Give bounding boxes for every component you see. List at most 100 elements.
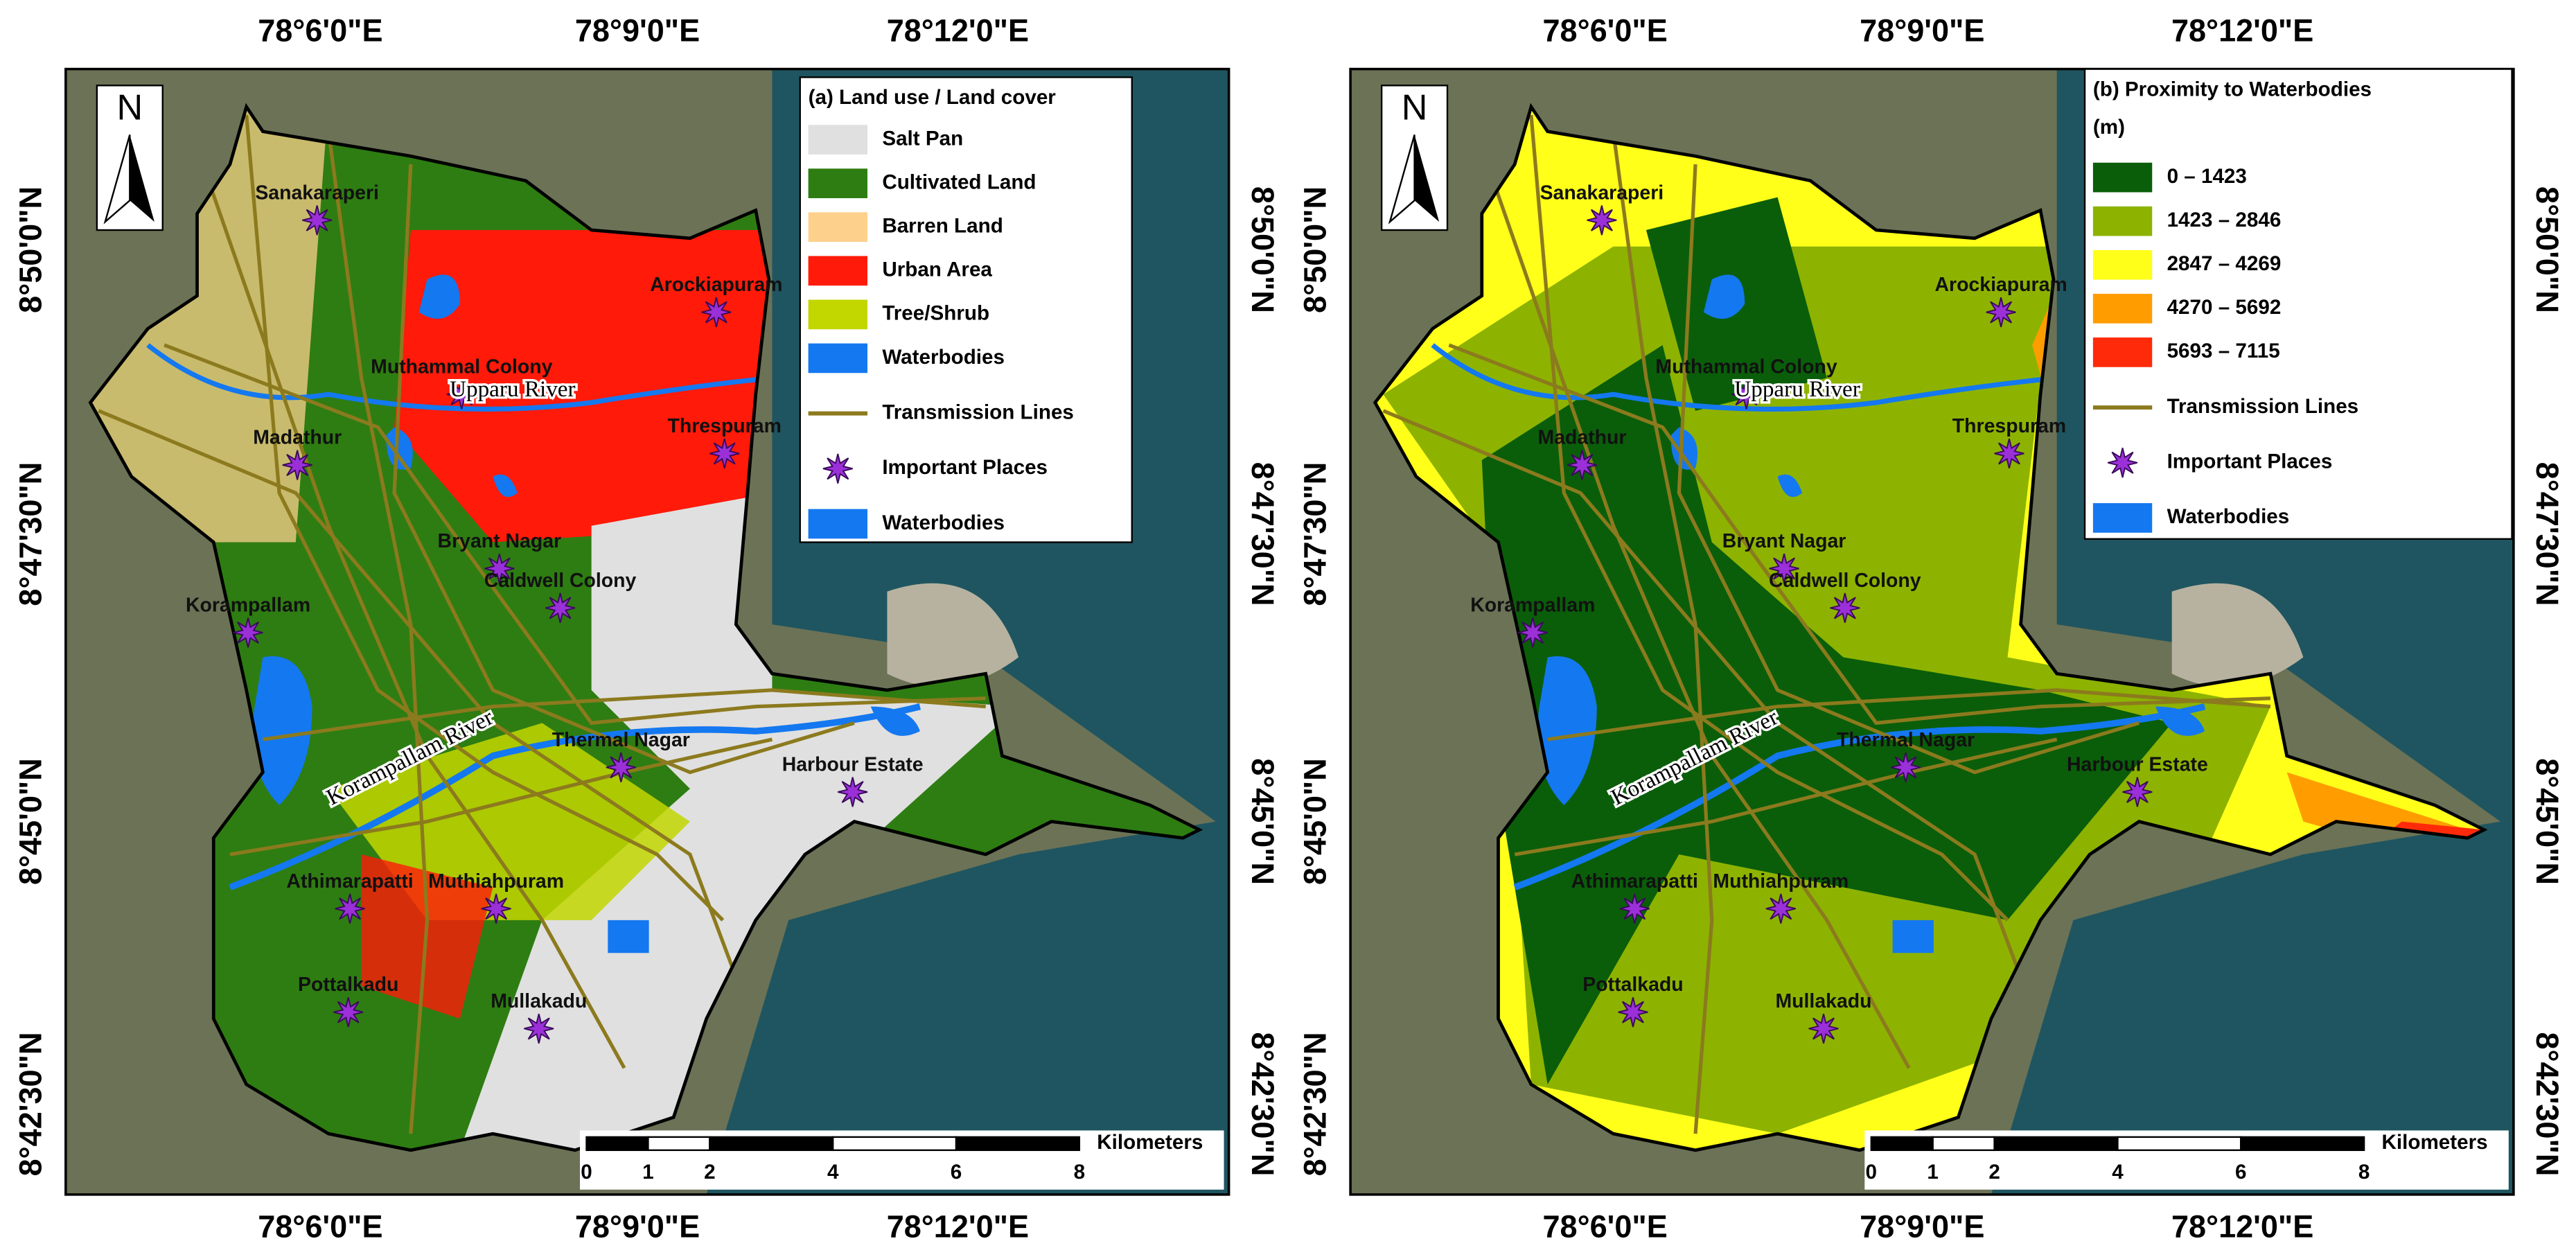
transmission-line xyxy=(245,114,725,922)
legend-swatch xyxy=(2092,503,2153,533)
study-area-outline xyxy=(1373,103,2488,1152)
legend-swatch xyxy=(808,509,867,539)
lon-label: 78°12'0"E xyxy=(887,12,1029,48)
place-marker xyxy=(701,297,732,328)
legend-swatch xyxy=(808,168,867,198)
place-label: Madathur xyxy=(1537,427,1626,449)
lat-label: 8°50'0"N xyxy=(1298,186,1333,313)
legend-marker xyxy=(822,453,853,484)
transmission-line xyxy=(1677,164,2140,775)
map-border xyxy=(1349,67,2515,1196)
legend-label: Urban Area xyxy=(882,258,992,281)
waterbody xyxy=(608,920,649,953)
place-label: Mullakadu xyxy=(1775,990,1871,1012)
lon-label: 78°9'0"E xyxy=(575,1209,700,1245)
scale-tick-label: 0 xyxy=(1866,1161,1877,1184)
place-marker xyxy=(282,450,312,480)
transmission-line xyxy=(1547,688,2271,741)
scale-tick-label: 6 xyxy=(2235,1161,2246,1184)
place-marker xyxy=(524,1013,554,1044)
legend-label: 0 – 1423 xyxy=(2167,165,2247,188)
legend-label: Transmission Lines xyxy=(882,401,1074,423)
transmission-line xyxy=(1480,147,1911,1069)
transmission-line xyxy=(1448,343,2271,726)
legend-label: Salt Pan xyxy=(882,127,963,150)
scale-segment xyxy=(955,1136,1081,1152)
legend-label: Cultivated Land xyxy=(882,170,1036,193)
place-marker xyxy=(1808,1013,1839,1044)
legend-label: 2847 – 4269 xyxy=(2167,252,2282,275)
place-label: Muthiahpuram xyxy=(1713,870,1849,893)
lat-label: 8°42'30"N xyxy=(12,1032,48,1177)
legend-swatch xyxy=(808,212,867,243)
lat-label: 8°45'0"N xyxy=(1245,758,1280,885)
lon-label: 78°9'0"E xyxy=(575,12,700,48)
scale-tick-label: 2 xyxy=(1988,1161,2000,1184)
legend-swatch xyxy=(808,299,867,330)
legend-swatch xyxy=(808,343,867,373)
scale-tick-label: 0 xyxy=(581,1161,592,1184)
transmission-line xyxy=(392,164,855,775)
lat-label: 8°42'30"N xyxy=(1245,1032,1280,1177)
waterbody xyxy=(418,274,460,319)
transmission-line xyxy=(195,147,626,1069)
place-label: Mullakadu xyxy=(491,990,587,1012)
waterbody xyxy=(493,474,518,498)
place-label: Athimarapatti xyxy=(1571,870,1698,893)
scale-segment xyxy=(1932,1136,1995,1152)
place-marker xyxy=(484,553,515,584)
scale-segment xyxy=(831,1136,958,1152)
place-marker xyxy=(1567,450,1598,480)
place-label: Caldwell Colony xyxy=(1769,570,1921,592)
place-marker xyxy=(1587,205,1617,236)
place-label: Muthammal Colony xyxy=(371,356,552,378)
lon-label: 78°6'0"E xyxy=(1542,12,1667,48)
coast-sand xyxy=(887,583,1019,687)
scale-unit: Kilometers xyxy=(1097,1131,1203,1154)
lon-label: 78°9'0"E xyxy=(1860,1209,1984,1245)
lon-label: 78°12'0"E xyxy=(887,1209,1029,1245)
legend-label: Waterbodies xyxy=(2167,505,2290,528)
place-label: Caldwell Colony xyxy=(484,570,637,592)
transmission-line xyxy=(229,737,773,856)
legend-subtitle: (m) xyxy=(2093,116,2125,139)
place-marker xyxy=(481,893,511,924)
place-marker xyxy=(606,752,636,782)
legend-swatch xyxy=(2092,293,2153,324)
place-marker xyxy=(545,592,576,623)
lon-label: 78°12'0"E xyxy=(2171,1209,2313,1245)
place-label: Pottalkadu xyxy=(1582,974,1683,996)
scale-segment xyxy=(2240,1136,2365,1152)
lat-label: 8°47'30"N xyxy=(2530,462,2565,606)
place-label: Korampallam xyxy=(1470,595,1595,617)
lat-label: 8°45'0"N xyxy=(2530,758,2565,885)
legend-label: 5693 – 7115 xyxy=(2167,340,2280,362)
map-border xyxy=(64,67,1230,1196)
landcover-urban xyxy=(394,229,773,543)
place-label: Athimarapatti xyxy=(286,870,413,893)
place-label: Muthiahpuram xyxy=(428,870,564,893)
transmission-line xyxy=(263,688,986,741)
scale-segment xyxy=(647,1136,711,1152)
legend-swatch xyxy=(808,125,867,155)
place-marker xyxy=(1769,553,1799,584)
lat-label: 8°42'30"N xyxy=(1298,1032,1333,1177)
place-marker xyxy=(1619,893,1650,924)
scale-segment xyxy=(585,1136,649,1152)
place-label: Madathur xyxy=(253,427,342,449)
place-marker xyxy=(1517,617,1548,648)
place-label: Sanakaraperi xyxy=(1540,182,1664,204)
legend-label: Transmission Lines xyxy=(2167,395,2359,418)
legend-label: 4270 – 5692 xyxy=(2167,296,2282,319)
scale-segment xyxy=(709,1136,834,1152)
legend-box xyxy=(2083,68,2513,540)
legend-title: (b) Proximity to Waterbodies xyxy=(2093,78,2372,100)
waterbody xyxy=(253,656,312,805)
lon-label: 78°12'0"E xyxy=(2171,12,2313,48)
proximity-dark xyxy=(1481,344,2172,1085)
place-marker xyxy=(335,893,365,924)
place-label: Korampallam xyxy=(186,595,310,617)
place-marker xyxy=(446,379,477,410)
transmission-line xyxy=(1529,114,2009,922)
